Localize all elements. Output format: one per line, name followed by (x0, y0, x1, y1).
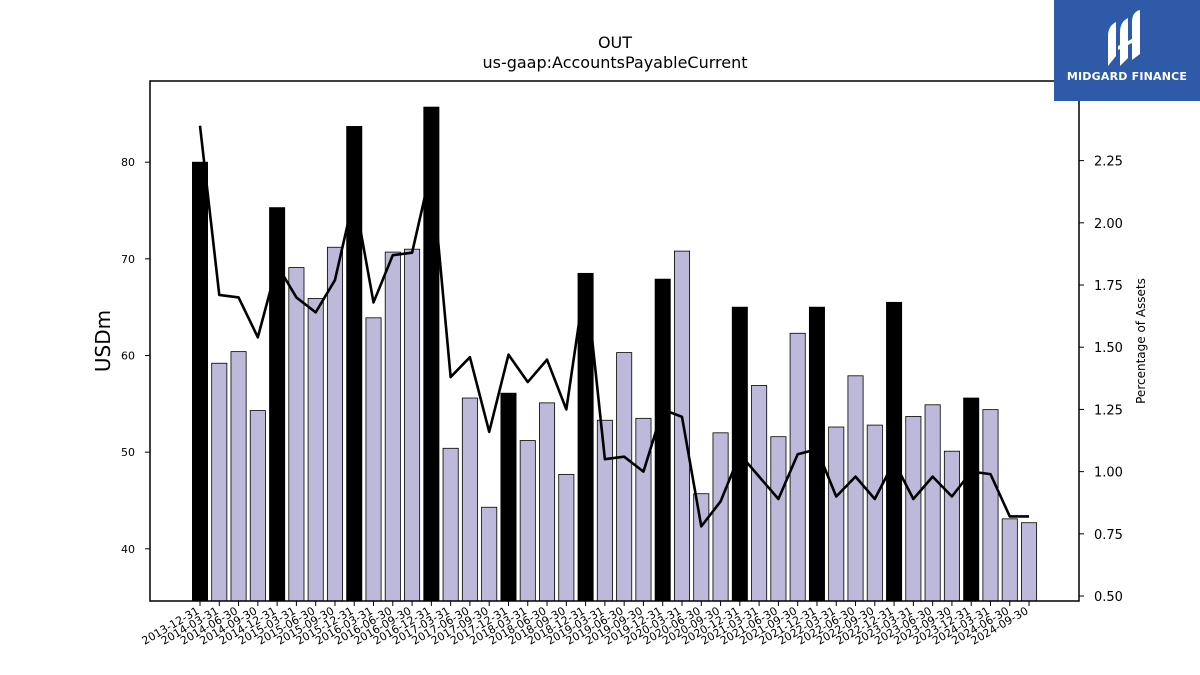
series-line (198, 125, 1030, 528)
bar (635, 417, 652, 602)
y-tick-label: 60 (121, 349, 135, 362)
y2-axis-label: Percentage of Assets (1134, 278, 1148, 404)
bar (1001, 518, 1018, 602)
bar (384, 251, 401, 602)
bar (1021, 522, 1038, 602)
bar (211, 362, 228, 602)
bar (963, 397, 980, 602)
y-axis: 40 50 60 70 80 (121, 156, 150, 556)
bar-group (191, 106, 1038, 602)
chart-subtitle: us-gaap:AccountsPayableCurrent (482, 53, 747, 72)
y-tick-label: 80 (121, 156, 135, 169)
bar (307, 298, 324, 602)
y2-tick-label: 0.75 (1094, 528, 1123, 543)
y-tick-label: 40 (121, 543, 135, 556)
bar (751, 385, 768, 602)
line-group (198, 125, 1030, 528)
y-tick-label: 50 (121, 446, 135, 459)
bar (674, 250, 691, 602)
bar (249, 410, 266, 602)
y2-axis: 0.50 0.75 1.00 1.25 1.50 1.75 2.00 2.25 (1079, 155, 1123, 605)
plot-frame (149, 80, 1080, 602)
y2-tick-label: 1.75 (1094, 279, 1123, 294)
bar (847, 375, 864, 602)
x-axis: 2013-12-312014-03-312014-06-302014-09-30… (140, 601, 1031, 648)
bar (539, 402, 556, 602)
bar (982, 409, 999, 602)
y2-tick-label: 1.25 (1094, 403, 1123, 418)
bar (461, 397, 478, 602)
bar (616, 352, 633, 602)
bar (654, 278, 671, 602)
bar (828, 426, 845, 602)
y2-tick-label: 0.50 (1094, 590, 1123, 605)
brand-logo: MIDGARD FINANCE (1054, 0, 1200, 101)
bar (519, 440, 536, 602)
bar (230, 351, 247, 602)
bar (481, 506, 498, 602)
bar (886, 301, 903, 602)
bar (808, 306, 825, 602)
bar (693, 493, 710, 602)
bar (326, 246, 343, 602)
bar (924, 404, 941, 602)
bar (905, 415, 922, 602)
y-tick-label: 70 (121, 253, 135, 266)
y2-tick-label: 1.00 (1094, 466, 1123, 481)
bar (288, 267, 305, 602)
bar (866, 424, 883, 602)
chart-title: OUT (598, 33, 632, 52)
bar (365, 317, 382, 602)
y-axis-label: USDm (91, 310, 115, 372)
bar (191, 161, 208, 602)
bar (404, 248, 421, 602)
y2-tick-label: 1.50 (1094, 341, 1123, 356)
brand-name: MIDGARD FINANCE (1066, 70, 1188, 83)
bar (500, 392, 517, 602)
logo-mark-icon (1108, 10, 1140, 66)
y2-tick-label: 2.00 (1094, 217, 1123, 232)
bar (770, 436, 787, 602)
bar (558, 473, 575, 602)
bar (712, 432, 729, 602)
y2-tick-label: 2.25 (1094, 155, 1123, 170)
bar (943, 450, 960, 602)
bar (442, 447, 459, 602)
